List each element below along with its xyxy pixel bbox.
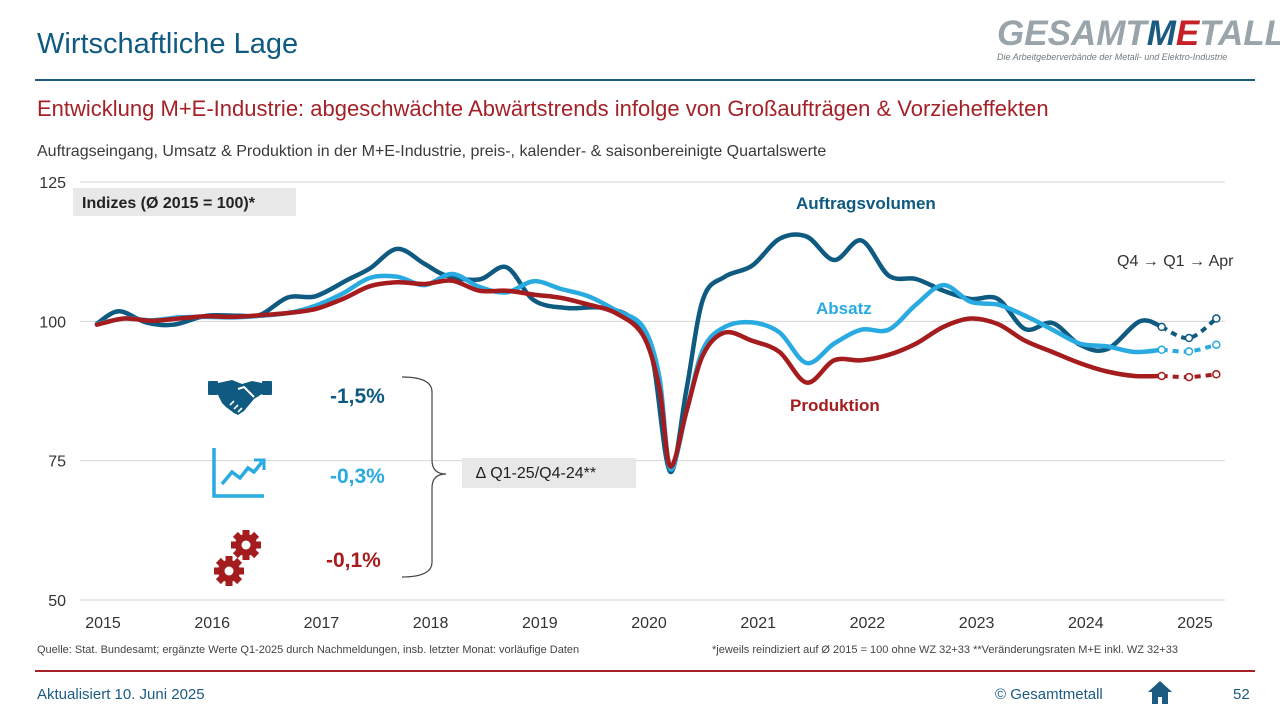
home-icon[interactable]	[1146, 678, 1174, 706]
y-tick-50: 50	[48, 593, 66, 610]
logo-part-gesamt: GESAMT	[997, 14, 1147, 53]
period-annotation: Q4 → Q1 → Apr	[1117, 253, 1234, 270]
title-divider	[35, 79, 1255, 81]
y-tick-75: 75	[48, 454, 66, 471]
tail-point-produktion-2	[1212, 370, 1221, 379]
x-axis-ticks: 2015 2016 2017 2018 2019 2020 2021 2022 2023 2024…	[85, 615, 1213, 632]
series-layer	[94, 232, 1221, 475]
x-tick-2017: 2017	[304, 615, 340, 632]
x-tick-2023: 2023	[959, 615, 995, 632]
change-produktion: -0,1%	[326, 549, 381, 572]
y-axis-ticks: 50 75 100 125	[39, 175, 66, 610]
logo-tagline: Die Arbeitgeberverbände der Metall- und …	[997, 52, 1228, 62]
tail-point-produktion-1	[1184, 372, 1194, 382]
x-tick-2018: 2018	[413, 615, 449, 632]
handshake-icon	[208, 380, 272, 415]
series-line-produktion	[94, 278, 1164, 469]
change-auftrag: -1,5%	[330, 385, 385, 408]
trend-chart-icon	[212, 448, 266, 498]
legend-absatz: Absatz	[816, 299, 872, 318]
logo-part-m: M	[1146, 14, 1176, 53]
updated-date: Aktualisiert 10. Juni 2025	[37, 686, 205, 703]
logo-part-e: E	[1175, 14, 1200, 53]
page-number: 52	[1233, 686, 1250, 703]
tail-point-absatz-2	[1212, 340, 1221, 349]
tail-point-produktion-0	[1157, 371, 1166, 381]
tail-point-absatz-0	[1157, 345, 1166, 355]
legend-produktion: Produktion	[790, 396, 880, 415]
copyright: © Gesamtmetall	[995, 686, 1103, 703]
change-box	[462, 458, 636, 488]
index-label-box	[73, 188, 296, 216]
x-tick-2015: 2015	[85, 615, 121, 632]
tail-point-absatz-1	[1184, 347, 1194, 356]
change-box-label: ∆ Q1-25/Q4-24**	[476, 465, 596, 482]
y-tick-125: 125	[39, 175, 66, 192]
index-label: Indizes (Ø 2015 = 100)*	[82, 195, 256, 212]
chart-subtitle: Auftragseingang, Umsatz & Produktion in …	[37, 143, 827, 160]
legend-auftragsvolumen: Auftragsvolumen	[796, 194, 936, 213]
tail-point-auftragsvolumen-2	[1212, 314, 1221, 323]
x-tick-2019: 2019	[522, 615, 558, 632]
gears-icon	[214, 530, 261, 586]
change-absatz: -0,3%	[330, 465, 385, 488]
x-tick-2022: 2022	[850, 615, 886, 632]
y-tick-100: 100	[39, 314, 66, 331]
tail-point-auftragsvolumen-0	[1157, 322, 1166, 332]
bracket	[401, 376, 447, 578]
page-title: Wirtschaftliche Lage	[37, 28, 299, 60]
gesamtmetall-logo: GESAMTMETALL Die Arbeitgeberverbände der…	[997, 14, 1280, 63]
x-tick-2020: 2020	[631, 615, 667, 632]
x-tick-2021: 2021	[740, 615, 776, 632]
series-line-auftragsvolumen	[94, 232, 1164, 475]
x-tick-2016: 2016	[194, 615, 230, 632]
x-tick-2024: 2024	[1068, 615, 1104, 632]
logo-wordmark: GESAMTMETALL	[997, 14, 1280, 53]
slide-headline: Entwicklung M+E-Industrie: abgeschwächte…	[37, 96, 1049, 121]
tail-point-auftragsvolumen-1	[1184, 333, 1194, 343]
x-tick-2025: 2025	[1177, 615, 1213, 632]
source-note: Quelle: Stat. Bundesamt; ergänzte Werte …	[37, 644, 580, 656]
footnote: *jeweils reindiziert auf Ø 2015 = 100 oh…	[712, 644, 1178, 656]
logo-part-tall: TALL	[1199, 14, 1280, 53]
series-tail-auftragsvolumen	[1160, 316, 1218, 341]
footer-divider	[35, 670, 1255, 672]
